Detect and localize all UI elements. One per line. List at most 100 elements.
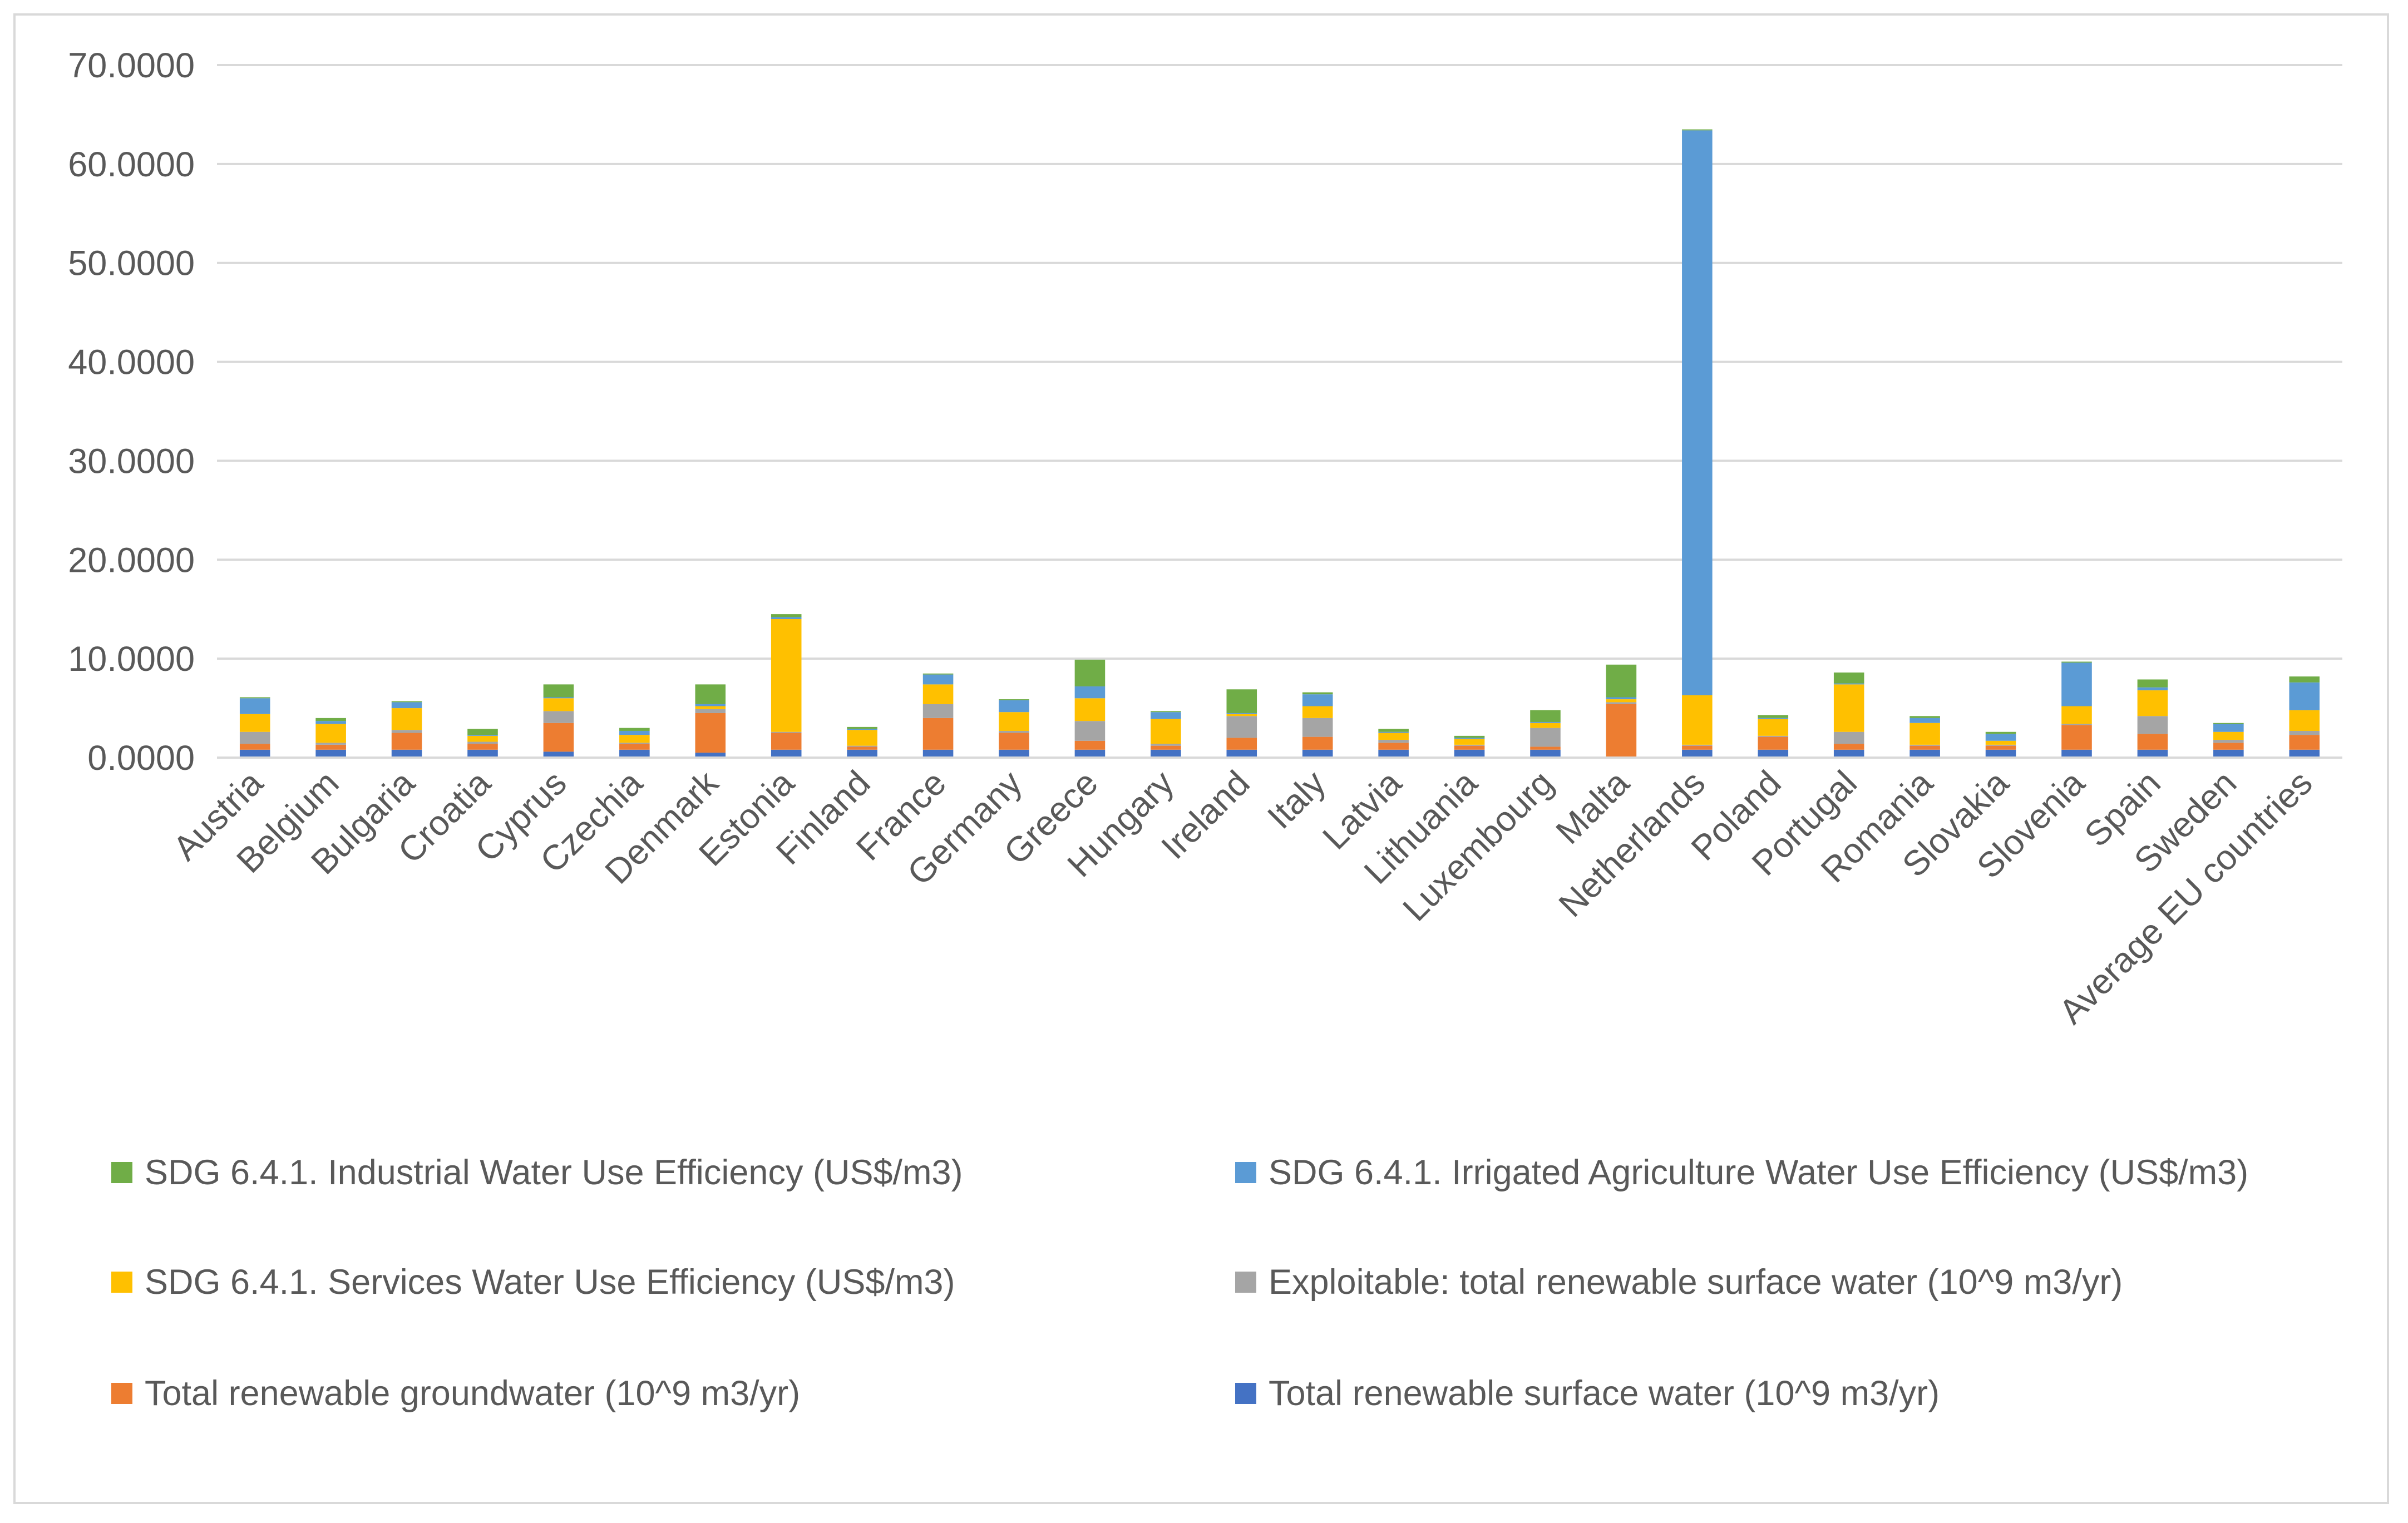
y-tick-label: 70.0000 <box>68 46 195 85</box>
bar-segment <box>543 723 574 752</box>
bar-segment <box>1833 731 1864 744</box>
bar-segment <box>1302 706 1333 718</box>
bar-segment <box>543 684 574 698</box>
bar-segment <box>922 684 954 704</box>
bar-segment <box>1302 736 1333 750</box>
bar-segment <box>1074 721 1106 741</box>
bar-stack <box>1985 731 2016 758</box>
bar-segment <box>1758 735 1789 737</box>
bar-stack <box>695 684 726 758</box>
bar-segment <box>1530 721 1561 723</box>
bar-segment <box>771 617 802 619</box>
bar-segment <box>1985 745 2016 750</box>
bar-segment <box>1074 686 1106 699</box>
bar-segment <box>1151 749 1181 758</box>
bar-segment <box>1151 745 1181 750</box>
bar-segment <box>2137 716 2168 734</box>
bar-segment <box>2061 724 2092 725</box>
bar-segment <box>1378 729 1409 732</box>
bar-segment <box>922 674 954 685</box>
bar-segment <box>999 733 1029 750</box>
bar-segment <box>1226 714 1257 716</box>
bar-segment <box>1454 745 1485 750</box>
bar-segment <box>619 743 650 744</box>
bar-segment <box>1682 695 1713 745</box>
bar-segment <box>1606 704 1637 757</box>
bar-segment <box>999 749 1029 758</box>
bar-stack <box>999 699 1029 758</box>
bar-segment <box>2289 735 2320 750</box>
bar-segment <box>1378 731 1409 733</box>
x-axis: AustriaBelgiumBulgariaCroatiaCyprusCzech… <box>166 763 2320 1032</box>
bar-segment <box>2289 676 2320 683</box>
bar-stack <box>1454 735 1485 758</box>
bar-segment <box>315 721 346 724</box>
bar-stack <box>543 684 574 758</box>
bar-segment <box>1909 718 1940 723</box>
bar-segment <box>1454 738 1485 739</box>
bar-segment <box>1606 699 1637 703</box>
bar-segment <box>1074 749 1106 758</box>
bar-segment <box>619 730 650 735</box>
bar-stack <box>239 697 270 758</box>
bar-segment <box>1985 734 2016 741</box>
bar-segment <box>695 709 726 713</box>
bar-segment <box>1226 716 1257 738</box>
bar-stack <box>1909 716 1940 758</box>
bar-segment <box>2289 730 2320 735</box>
bar-segment <box>1151 711 1181 713</box>
bar-segment <box>1530 749 1561 758</box>
bar-segment <box>315 749 346 758</box>
bar-segment <box>1530 710 1561 722</box>
bar-segment <box>1226 689 1257 713</box>
bar-segment <box>1682 130 1713 695</box>
y-tick-label: 0.0000 <box>87 739 195 778</box>
bar-segment <box>391 733 422 750</box>
bar-segment <box>2213 723 2244 724</box>
bar-segment <box>847 729 877 730</box>
bar-segment <box>999 712 1029 731</box>
bar-stack <box>1378 729 1409 758</box>
bar-segment <box>922 704 954 718</box>
bar-segment <box>619 744 650 750</box>
bar-segment <box>315 718 346 721</box>
bar-segment <box>847 746 877 750</box>
bar-segment <box>922 673 954 675</box>
bar-segment <box>1151 712 1181 719</box>
bar-stack <box>2289 676 2320 758</box>
bar-segment <box>239 698 270 714</box>
bar-stack <box>315 718 346 758</box>
y-tick-label: 20.0000 <box>68 541 195 580</box>
bar-segment <box>2213 724 2244 732</box>
bar-segment <box>1909 744 1940 746</box>
bar-segment <box>2061 706 2092 724</box>
bar-segment <box>1074 659 1106 686</box>
bar-segment <box>1606 702 1637 704</box>
bar-segment <box>847 726 877 729</box>
y-tick-label: 40.0000 <box>68 343 195 382</box>
bar-segment <box>391 701 422 703</box>
bar-segment <box>619 749 650 758</box>
bar-stack <box>1758 715 1789 758</box>
bar-segment <box>695 713 726 753</box>
bar-stack <box>391 701 422 758</box>
bar-segment <box>1226 713 1257 714</box>
bar-segment <box>315 724 346 743</box>
bar-segment <box>2061 749 2092 758</box>
bar-segment <box>1530 723 1561 728</box>
bar-segment <box>1758 736 1789 750</box>
bar-segment <box>1909 723 1940 745</box>
y-tick-label: 60.0000 <box>68 145 195 184</box>
bar-stack <box>2061 661 2092 758</box>
bar-segment <box>467 735 498 742</box>
bar-segment <box>1758 718 1789 719</box>
bar-segment <box>847 745 877 747</box>
bar-segment <box>2137 687 2168 691</box>
bar-segment <box>922 749 954 758</box>
bar-segment <box>2213 749 2244 758</box>
bar-segment <box>695 704 726 706</box>
bar-stack <box>1682 129 1713 758</box>
bar-segment <box>1758 719 1789 736</box>
bar-segment <box>315 744 346 750</box>
